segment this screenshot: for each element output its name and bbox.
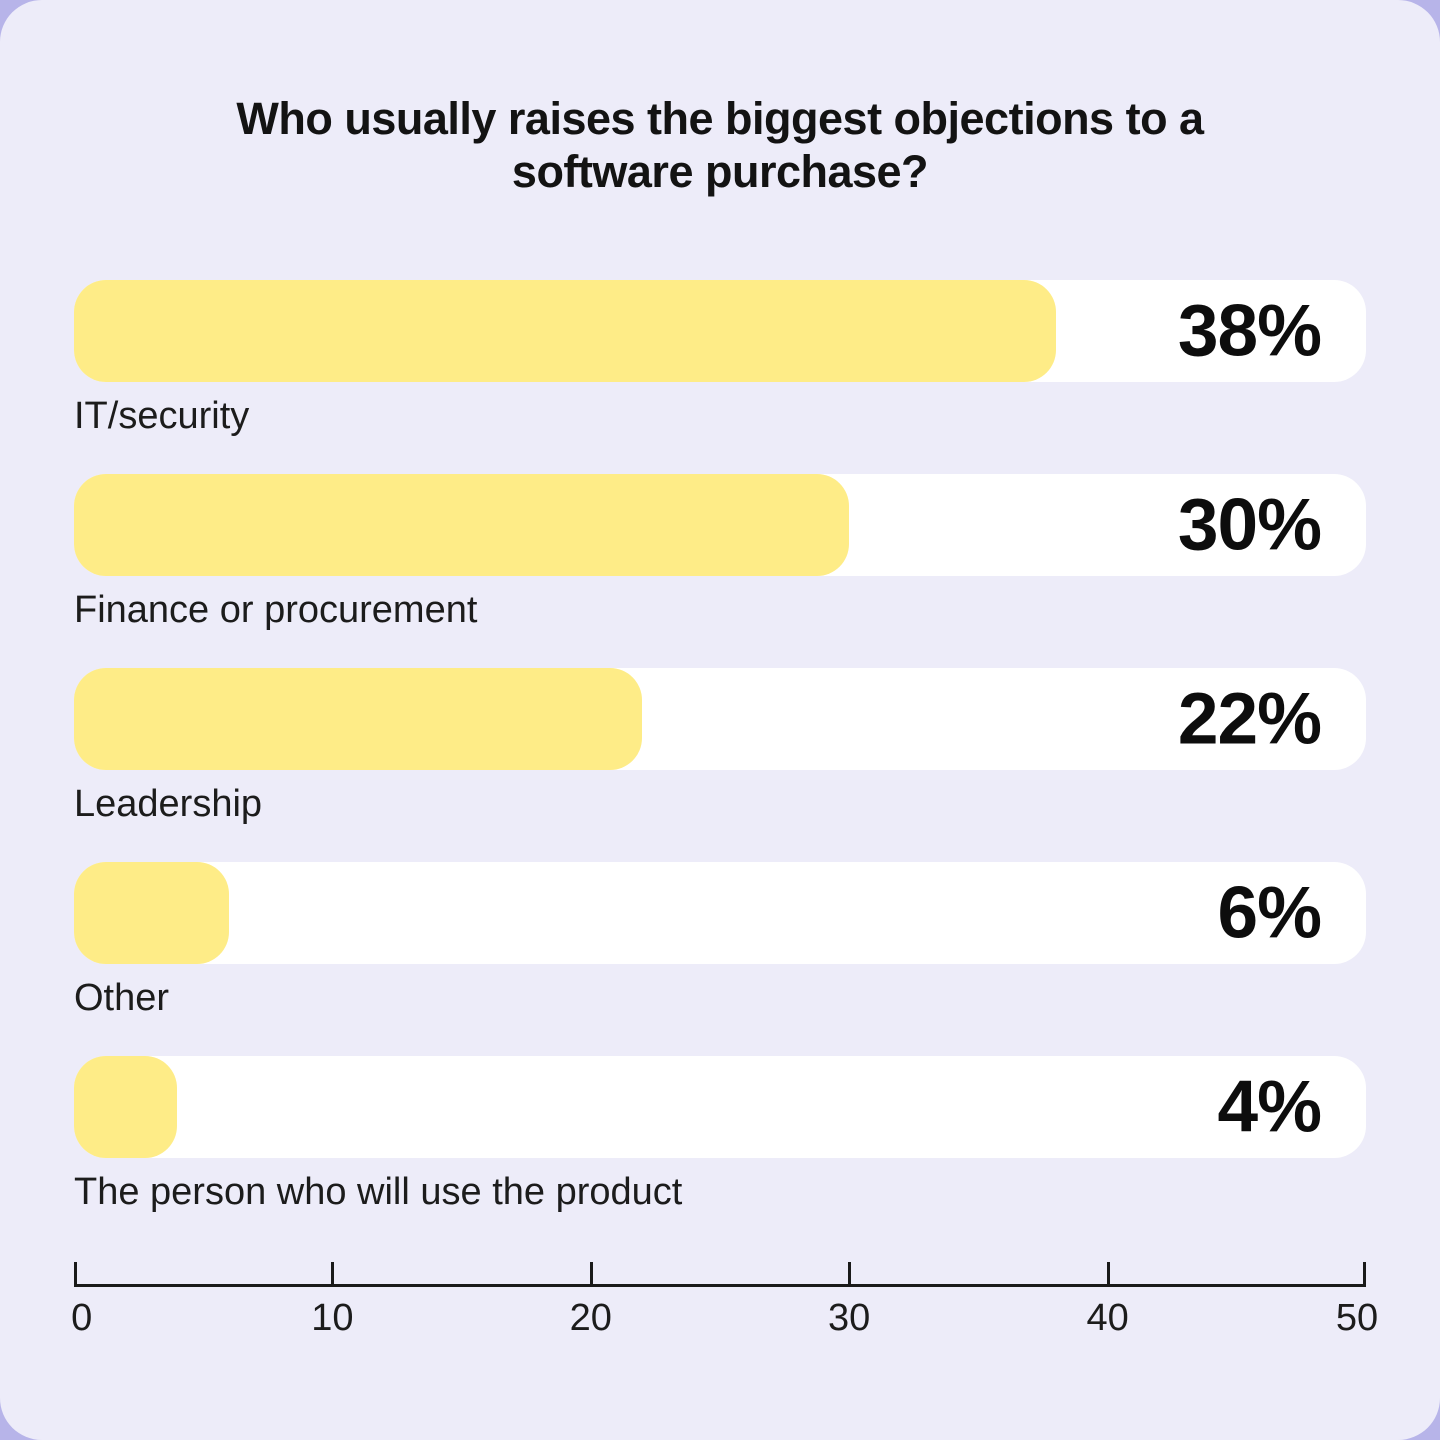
x-axis-tick-label: 30: [828, 1297, 871, 1340]
x-axis-tick: [74, 1262, 77, 1285]
bar-row: 30% Finance or procurement: [74, 474, 1366, 635]
bar-track: 4%: [74, 1056, 1366, 1159]
x-axis-tick: [331, 1262, 335, 1285]
bar-fill-1: [74, 474, 850, 577]
bar-track: 22%: [74, 668, 1366, 771]
bar-track: 38%: [74, 280, 1366, 383]
x-axis-labels: 0 10 20 30 40 50: [71, 1297, 1378, 1347]
bar-value-label: 38%: [1177, 290, 1322, 372]
bar-row: 38% IT/security: [74, 280, 1366, 441]
x-axis-tick: [848, 1262, 852, 1285]
bar-chart: 38% IT/security 30% Finance or procureme…: [71, 280, 1378, 1347]
x-axis-tick-label: 40: [1086, 1297, 1129, 1340]
bar-row: 4% The person who will use the product: [74, 1056, 1366, 1217]
bar-fill-2: [74, 668, 643, 771]
x-axis: [74, 1259, 1366, 1288]
x-axis-tick: [1363, 1262, 1366, 1285]
bar-row: 6% Other: [74, 862, 1366, 1023]
bar-fill-3: [74, 862, 230, 965]
x-axis-tick-label: 20: [569, 1297, 612, 1340]
bar-category-label: Finance or procurement: [74, 589, 478, 632]
chart-title-line2: software purchase?: [511, 146, 929, 198]
chart-title: Who usually raises the biggest objection…: [170, 0, 1270, 198]
x-axis-tick-label: 50: [1335, 1297, 1379, 1340]
bar-category-label: IT/security: [74, 395, 250, 438]
bar-value-label: 22%: [1177, 678, 1322, 760]
x-axis-tick: [589, 1262, 593, 1285]
bar-fill-4: [74, 1056, 178, 1159]
bar-track: 6%: [74, 862, 1366, 965]
bar-fill-0: [74, 280, 1056, 383]
bar-value-label: 30%: [1177, 484, 1322, 566]
bar-value-label: 6%: [1217, 872, 1322, 954]
bar-row: 22% Leadership: [74, 668, 1366, 829]
x-axis-tick: [1106, 1262, 1110, 1285]
chart-title-line1: Who usually raises the biggest objection…: [236, 93, 1204, 144]
bar-category-label: Other: [74, 977, 170, 1020]
bar-category-label: Leadership: [74, 783, 263, 826]
x-axis-tick-label: 10: [311, 1297, 354, 1340]
x-axis-tick-label: 0: [71, 1297, 93, 1340]
bar-value-label: 4%: [1217, 1066, 1322, 1148]
bar-category-label: The person who will use the product: [74, 1171, 683, 1214]
bar-track: 30%: [74, 474, 1366, 577]
